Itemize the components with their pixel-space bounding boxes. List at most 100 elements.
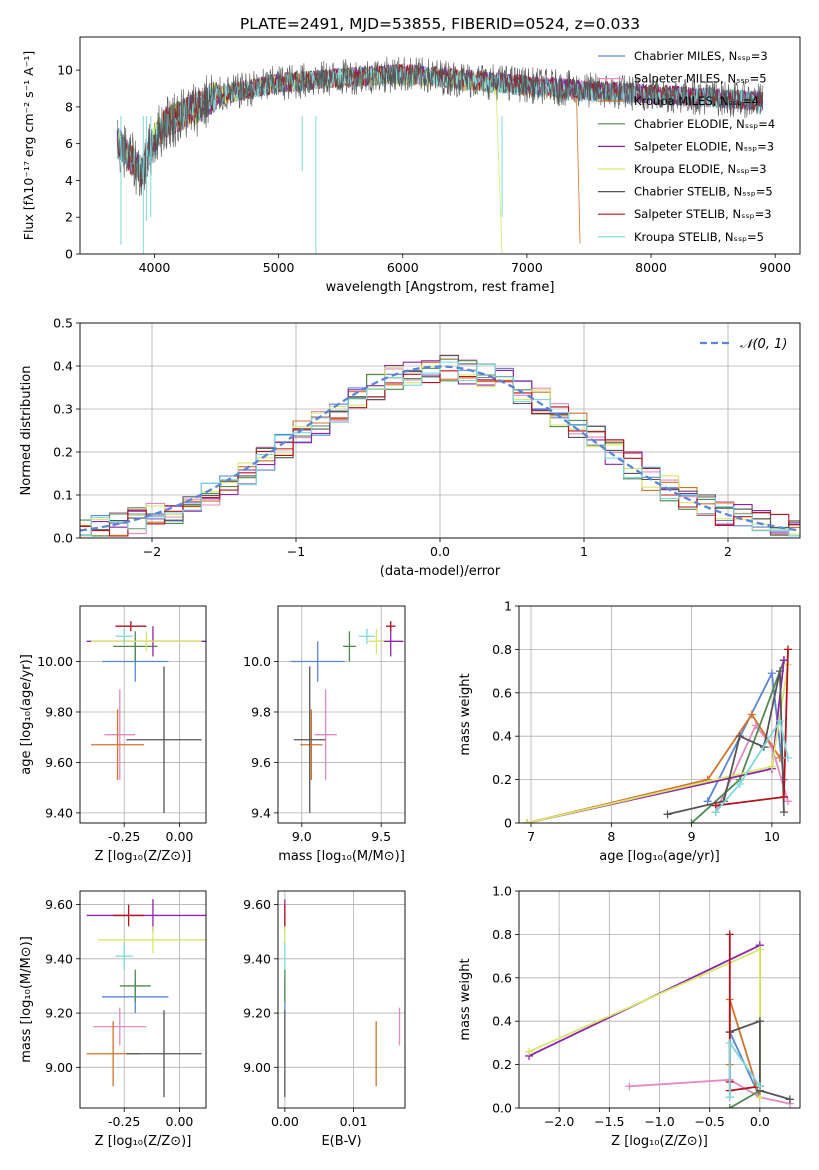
x-tick-label: 9000 — [759, 260, 791, 275]
weight-line — [728, 934, 761, 1092]
legend-label-salpeter-elodie: Salpeter ELODIE, Nₛₛₚ=3 — [634, 139, 774, 153]
errorbar-kroupa-elodie — [91, 631, 202, 652]
axes-frame — [518, 605, 801, 824]
weight-marker — [703, 797, 712, 806]
y-tick-label: 1.0 — [492, 884, 512, 899]
weight-marker — [725, 930, 734, 939]
x-axis-label: (data-model)/error — [380, 564, 501, 579]
axes-frame — [79, 890, 207, 1109]
x-tick-label: 5000 — [263, 260, 295, 275]
y-tick-label: 0 — [65, 247, 73, 262]
y-tick-label: 9.8 — [251, 704, 271, 719]
y-tick-label: 0.0 — [492, 1101, 512, 1116]
x-tick-label: 7 — [527, 829, 535, 844]
y-tick-label: 9.20 — [45, 1006, 73, 1021]
weight-marker — [779, 792, 788, 801]
y-tick-label: 0.6 — [492, 970, 512, 985]
x-tick-label: −1.0 — [644, 1114, 674, 1129]
y-tick-label: 0.8 — [492, 927, 512, 942]
y-axis-label: mass weight — [458, 673, 473, 755]
x-tick-label: 9.0 — [292, 829, 312, 844]
x-axis-label: age [log₁₀(age/yr)] — [599, 849, 720, 864]
y-tick-label: 10.00 — [37, 654, 73, 669]
axes-age-vs-mass: 9.0 9.5 9.4 9.6 9.8 10.0 mass [log₁₀(M/M⊙)] — [243, 605, 406, 864]
x-tick-label: 1 — [580, 544, 588, 559]
weight-marker — [725, 1038, 734, 1047]
x-tick-label: 7000 — [511, 260, 543, 275]
y-axis-label: mass weight — [458, 958, 473, 1040]
errorbar-kroupa-stelib — [115, 628, 134, 644]
x-tick-label: 10 — [764, 829, 780, 844]
y-tick-label: 0.1 — [53, 488, 73, 503]
y-tick-label: 9.60 — [45, 755, 73, 770]
x-tick-label: 6000 — [387, 260, 419, 275]
y-tick-label: 1 — [504, 599, 512, 614]
x-tick-label: 8 — [607, 829, 615, 844]
y-tick-label: 9.6 — [251, 755, 271, 770]
weight-marker — [525, 1047, 534, 1056]
weight-marker — [663, 810, 672, 819]
weight-marker — [779, 656, 788, 665]
y-axis-label: Normed distribution — [19, 366, 34, 496]
x-tick-label: −1 — [287, 544, 305, 559]
errorbar-kroupa-elodie — [97, 926, 206, 954]
weight-line — [714, 723, 789, 813]
y-tick-label: 0 — [504, 816, 512, 831]
plot-area-mass-vs-metallicity — [86, 899, 206, 1098]
weight-marker — [735, 779, 744, 788]
y-tick-label: 9.60 — [243, 897, 271, 912]
y-tick-label: 0.5 — [53, 316, 73, 331]
y-tick-label: 0.8 — [492, 642, 512, 657]
x-axis-label: mass [log₁₀(M/M⊙)] — [278, 849, 405, 864]
weight-marker — [747, 710, 756, 719]
weight-marker — [625, 1082, 634, 1091]
errorbar-salpeter-stelib — [113, 904, 145, 927]
weight-marker — [783, 753, 792, 762]
weight-marker — [755, 1082, 764, 1091]
errorbar-salpeter-stelib — [385, 621, 396, 632]
errorbar-kroupa-stelib — [358, 628, 375, 644]
plot-area-age-vs-metallicity — [86, 621, 206, 813]
y-tick-label: 9.80 — [45, 704, 73, 719]
legend-label-chabrier-stelib: Chabrier STELIB, Nₛₛₚ=5 — [634, 185, 773, 199]
histogram-kroupa-stelib — [80, 361, 800, 537]
plot-area-age-vs-mass — [290, 621, 404, 813]
legend-label-kroupa-stelib: Kroupa STELIB, Nₛₛₚ=5 — [634, 230, 764, 244]
weight-line — [715, 718, 789, 813]
errorbar-chabrier-stelib — [126, 1010, 202, 1098]
y-tick-label: 0.4 — [492, 1014, 512, 1029]
plot-area-weights-vs-metallicity — [525, 930, 794, 1108]
x-tick-label: 0.01 — [340, 1114, 368, 1129]
x-tick-label: 4000 — [139, 260, 171, 275]
x-axis-label: E(B-V) — [321, 1134, 361, 1149]
legend-label-salpeter-stelib: Salpeter STELIB, Nₛₛₚ=3 — [634, 207, 772, 221]
weight-marker — [523, 819, 532, 823]
errorbar-salpeter-miles — [314, 689, 337, 781]
axes-mass-vs-metallicity: -0.25 0.00 9.00 9.20 9.40 9.60 Z [log₁₀(Z/Z⊙)]… — [19, 890, 207, 1149]
weight-marker — [755, 945, 764, 954]
y-tick-label: 0.2 — [53, 445, 73, 460]
y-tick-label: 0.2 — [492, 1057, 512, 1072]
spectrum-line-chabrier-stelib — [116, 56, 764, 197]
legend-label-normal: 𝒩(0, 1) — [740, 337, 787, 352]
weight-marker — [785, 1095, 794, 1104]
axes-age-vs-metallicity: -0.25 0.00 9.40 9.60 9.80 10.00 Z [log₁₀(Z/Z⊙)… — [19, 605, 207, 864]
y-tick-label: 9.60 — [45, 897, 73, 912]
x-tick-label: −1.5 — [594, 1114, 624, 1129]
axes-frame — [79, 605, 207, 824]
y-tick-label: 9.40 — [45, 951, 73, 966]
axes-frame — [277, 605, 406, 824]
errorbar-chabrier-elodie — [113, 631, 158, 662]
weight-line — [729, 1019, 791, 1101]
x-tick-label: −2.0 — [544, 1114, 574, 1129]
errorbar-chabrier-stelib — [293, 666, 326, 813]
errorbar-chabrier-elodie — [343, 631, 356, 662]
weight-marker — [711, 808, 720, 817]
x-tick-label: 2 — [724, 544, 732, 559]
plot-area-residuals — [80, 354, 800, 537]
y-tick-label: 0.2 — [492, 772, 512, 787]
errorbar-chabrier-stelib — [126, 666, 202, 813]
errorbar-salpeter-miles — [104, 689, 136, 781]
x-tick-label: 8000 — [635, 260, 667, 275]
